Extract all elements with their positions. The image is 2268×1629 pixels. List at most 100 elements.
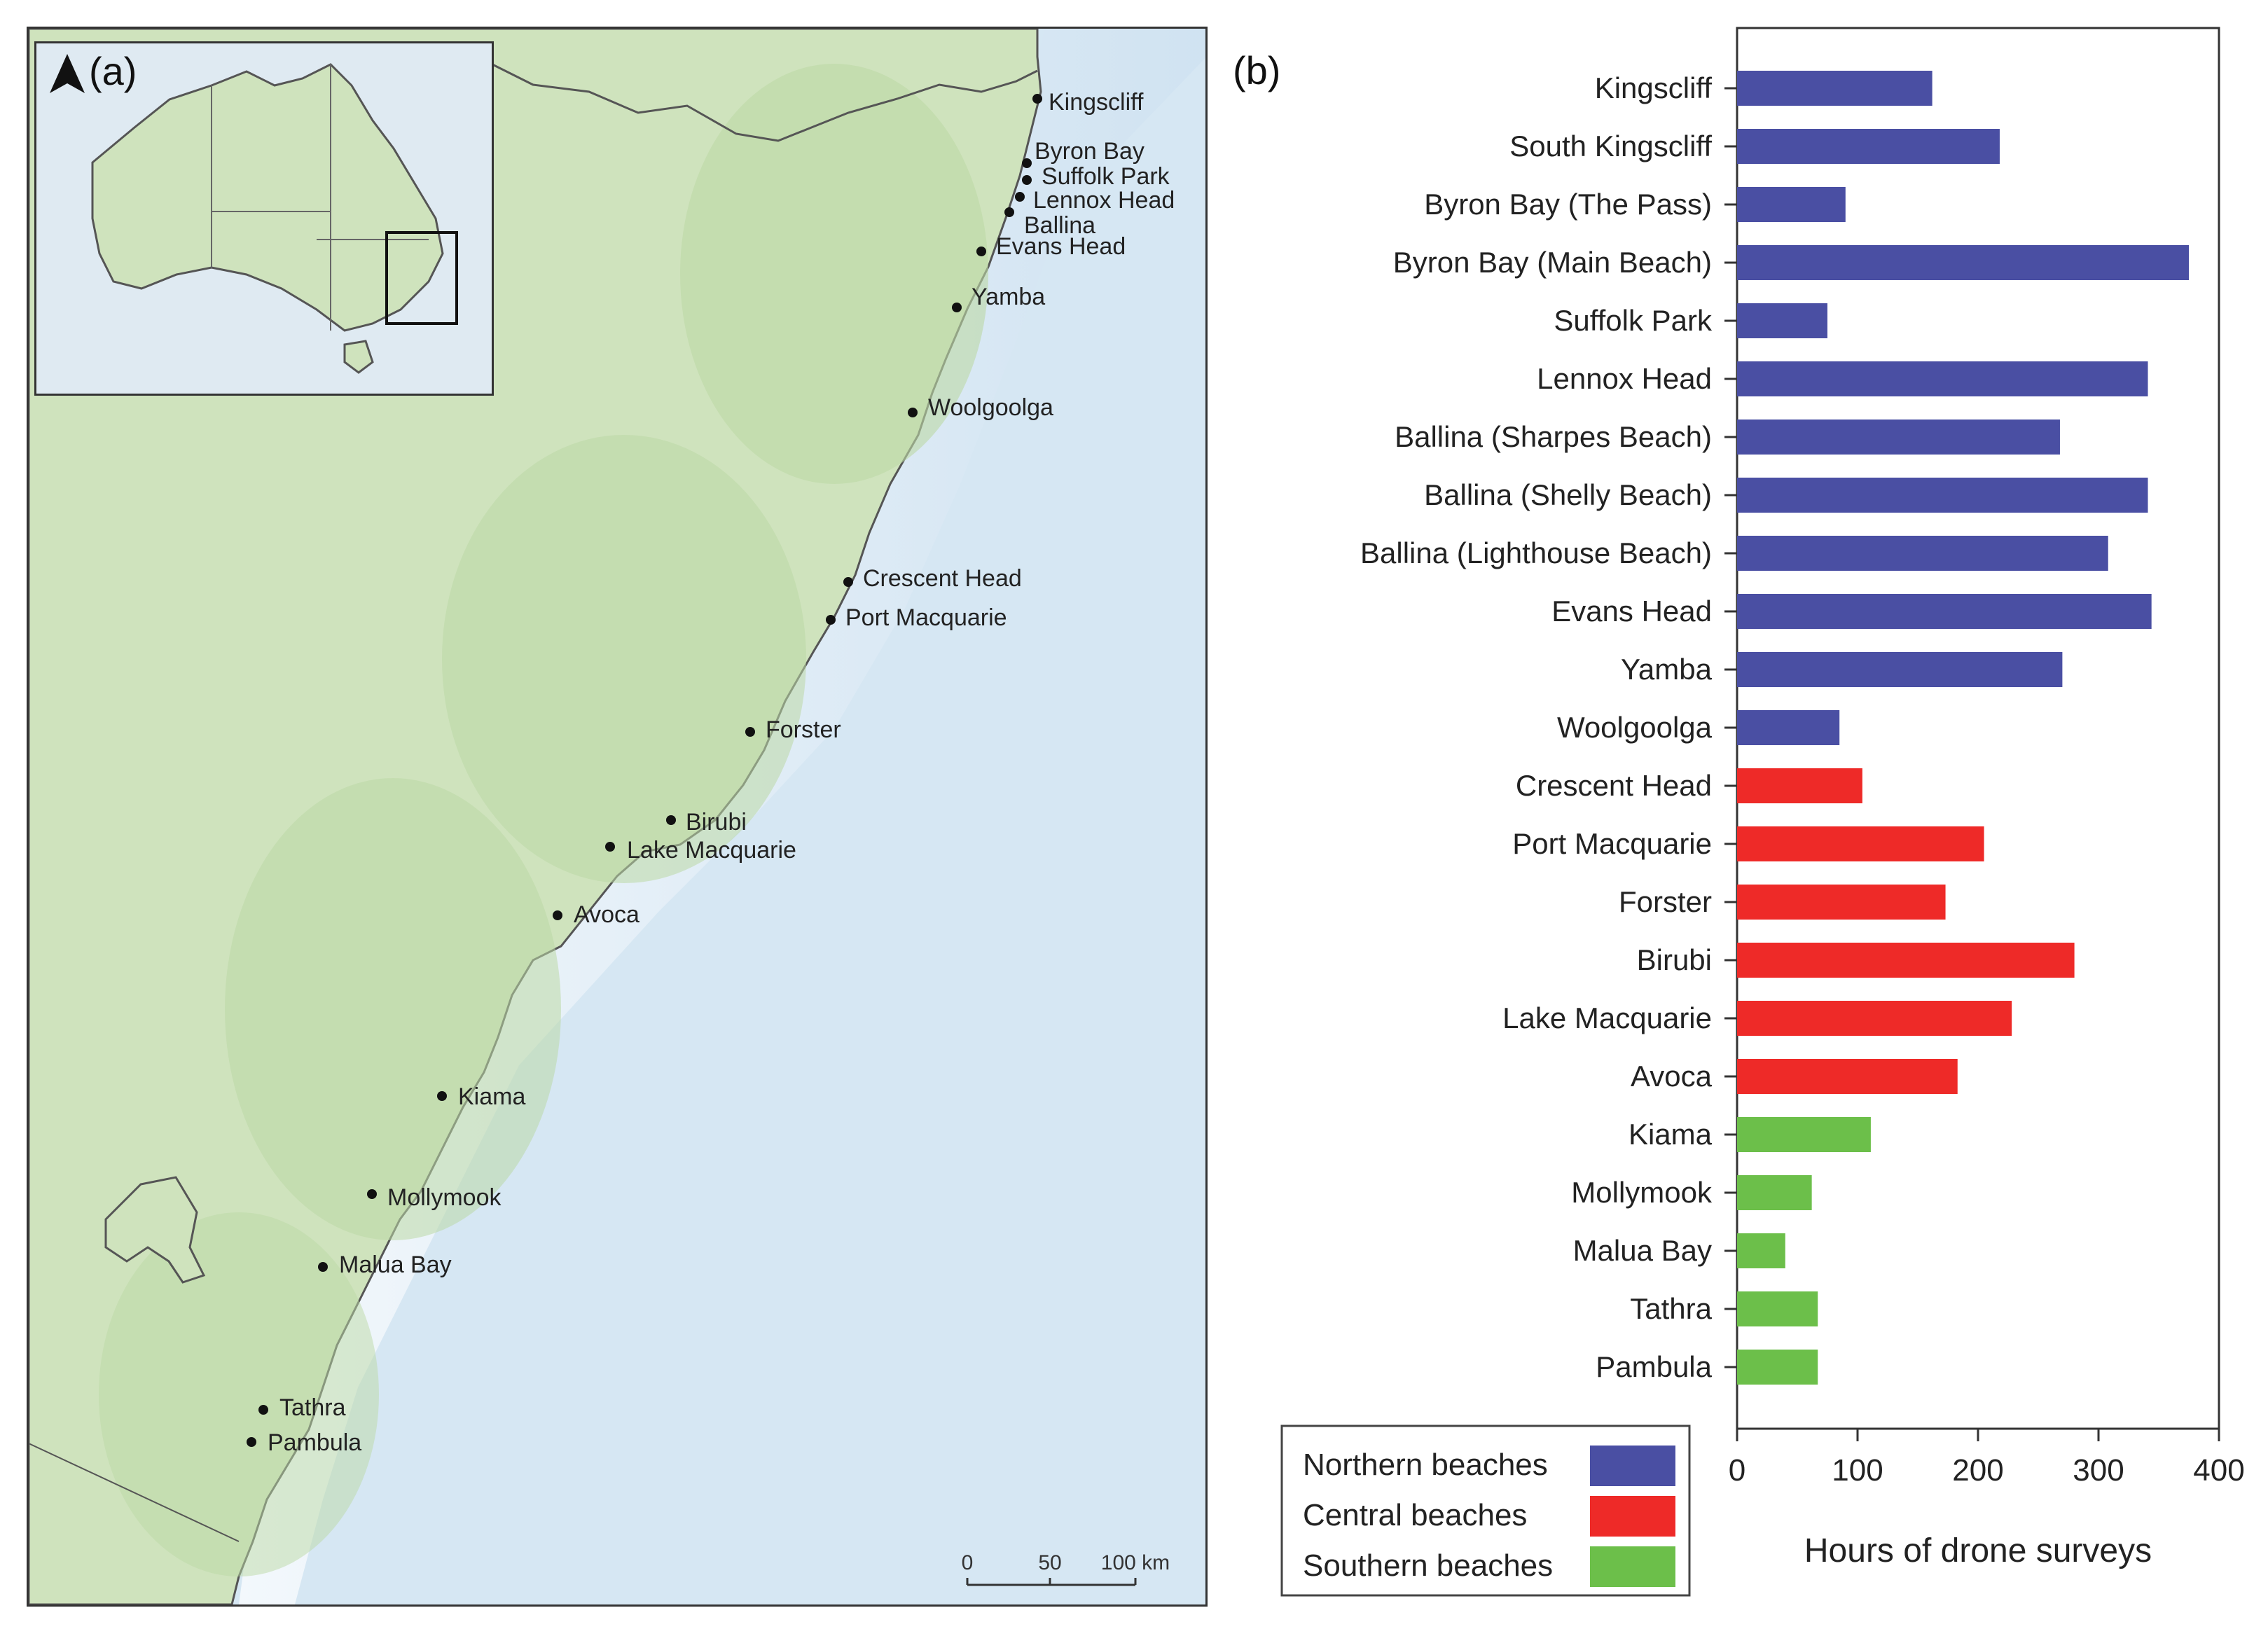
y-tick-label: Ballina (Lighthouse Beach) — [1360, 536, 1712, 569]
tasmania — [343, 340, 374, 374]
legend-label: Central beaches — [1303, 1498, 1527, 1532]
bar[interactable] — [1737, 187, 1846, 222]
map-marker[interactable] — [1022, 175, 1032, 185]
x-tick-label: 0 — [1729, 1453, 1745, 1488]
y-tick-label: Avoca — [1631, 1060, 1713, 1093]
bar[interactable] — [1737, 245, 2189, 280]
lake — [104, 1176, 206, 1284]
bar[interactable] — [1737, 129, 2000, 164]
bar[interactable] — [1737, 1350, 1818, 1385]
relief — [442, 435, 806, 883]
inset-svg — [91, 63, 458, 374]
scale-bar: 0 50 100 km — [962, 1551, 1170, 1586]
map-place-label: Evans Head — [996, 233, 1126, 260]
y-tick-label: Ballina (Sharpes Beach) — [1395, 420, 1712, 453]
y-tick-label: Suffolk Park — [1554, 304, 1713, 337]
scale-tick-100: 100 km — [1101, 1551, 1170, 1574]
bar[interactable] — [1737, 594, 2152, 629]
legend-label: Northern beaches — [1303, 1448, 1548, 1482]
bar[interactable] — [1737, 478, 2148, 513]
map-place-label: Tathra — [279, 1394, 346, 1421]
x-axis-label: Hours of drone surveys — [1804, 1532, 2152, 1569]
y-tick-label: Lake Macquarie — [1502, 1001, 1712, 1034]
bar[interactable] — [1737, 71, 1932, 106]
map-place-label: Woolgoolga — [928, 394, 1053, 421]
y-tick-label: Crescent Head — [1516, 769, 1712, 802]
map-place-label: Lennox Head — [1033, 187, 1175, 214]
relief — [225, 778, 561, 1240]
map-place-label: Byron Bay — [1035, 138, 1145, 165]
bar[interactable] — [1737, 1233, 1785, 1268]
map-marker[interactable] — [1004, 207, 1014, 217]
map-place-label: Mollymook — [387, 1184, 502, 1211]
map-place-label: Kingscliff — [1049, 89, 1144, 116]
y-tick-label: Tathra — [1630, 1292, 1712, 1325]
map-place-label: Ballina — [1024, 212, 1095, 239]
y-tick-label: Malua Bay — [1573, 1234, 1712, 1267]
bar[interactable] — [1737, 303, 1827, 338]
map-marker[interactable] — [976, 247, 986, 256]
map-place-label: Pambula — [268, 1429, 361, 1456]
inset-highlight-box — [385, 231, 458, 325]
y-tick-label: Yamba — [1621, 653, 1713, 686]
inset-state-borders — [211, 64, 429, 331]
bar[interactable] — [1737, 943, 2075, 978]
map-marker[interactable] — [367, 1189, 377, 1199]
map-marker[interactable] — [843, 577, 853, 587]
y-tick-label: Ballina (Shelly Beach) — [1424, 478, 1712, 511]
y-tick-label: Kingscliff — [1595, 71, 1713, 104]
bar[interactable] — [1737, 1001, 2012, 1036]
y-tick-label: Mollymook — [1571, 1176, 1713, 1209]
bar[interactable] — [1737, 361, 2148, 396]
map-marker[interactable] — [666, 815, 676, 825]
legend-swatch — [1590, 1446, 1675, 1486]
y-tick-label: Pambula — [1596, 1350, 1712, 1383]
map-marker[interactable] — [318, 1262, 328, 1272]
y-tick-label: Port Macquarie — [1512, 827, 1712, 860]
bar[interactable] — [1737, 710, 1840, 745]
y-tick-label: Birubi — [1637, 943, 1712, 976]
map-marker[interactable] — [952, 303, 962, 312]
map-marker[interactable] — [258, 1405, 268, 1415]
map-marker[interactable] — [826, 615, 836, 625]
y-tick-label: Kiama — [1629, 1118, 1713, 1151]
bar[interactable] — [1737, 652, 2063, 687]
bar[interactable] — [1737, 536, 2108, 571]
map-place-label: Forster — [766, 716, 841, 743]
scale-tick-0: 0 — [962, 1551, 974, 1574]
x-tick-label: 400 — [2193, 1453, 2244, 1488]
legend-swatch — [1590, 1546, 1675, 1587]
map-place-label: Yamba — [971, 284, 1045, 310]
bar[interactable] — [1737, 1059, 1958, 1094]
map-marker[interactable] — [1022, 158, 1032, 168]
map-place-label: Malua Bay — [339, 1252, 452, 1278]
bar[interactable] — [1737, 885, 1946, 920]
bar[interactable] — [1737, 1175, 1812, 1210]
map-marker[interactable] — [247, 1437, 256, 1447]
inset-map — [34, 41, 494, 396]
y-tick-label: South Kingscliff — [1509, 130, 1712, 162]
y-tick-label: Byron Bay (Main Beach) — [1393, 246, 1712, 279]
state-border — [29, 1443, 240, 1542]
map-marker[interactable] — [1032, 94, 1042, 104]
bar[interactable] — [1737, 768, 1862, 803]
bar[interactable] — [1737, 1117, 1871, 1152]
bar[interactable] — [1737, 826, 1984, 861]
map-place-label: Birubi — [686, 809, 747, 836]
legend-swatch — [1590, 1496, 1675, 1537]
map-marker[interactable] — [437, 1091, 447, 1101]
map-marker[interactable] — [553, 910, 562, 920]
y-tick-label: Forster — [1619, 885, 1712, 918]
map-place-label: Kiama — [458, 1083, 525, 1110]
map-marker[interactable] — [1015, 192, 1025, 202]
map-marker[interactable] — [908, 408, 918, 417]
chart-legend: Northern beaches Central beaches Southern … — [1280, 1424, 1691, 1597]
map-marker[interactable] — [605, 842, 615, 852]
map-place-label: Avoca — [574, 901, 639, 928]
bar[interactable] — [1737, 420, 2060, 455]
chart-panel-label: (b) — [1233, 48, 1280, 92]
relief — [99, 1212, 379, 1576]
bar[interactable] — [1737, 1291, 1818, 1326]
map-marker[interactable] — [745, 727, 755, 737]
